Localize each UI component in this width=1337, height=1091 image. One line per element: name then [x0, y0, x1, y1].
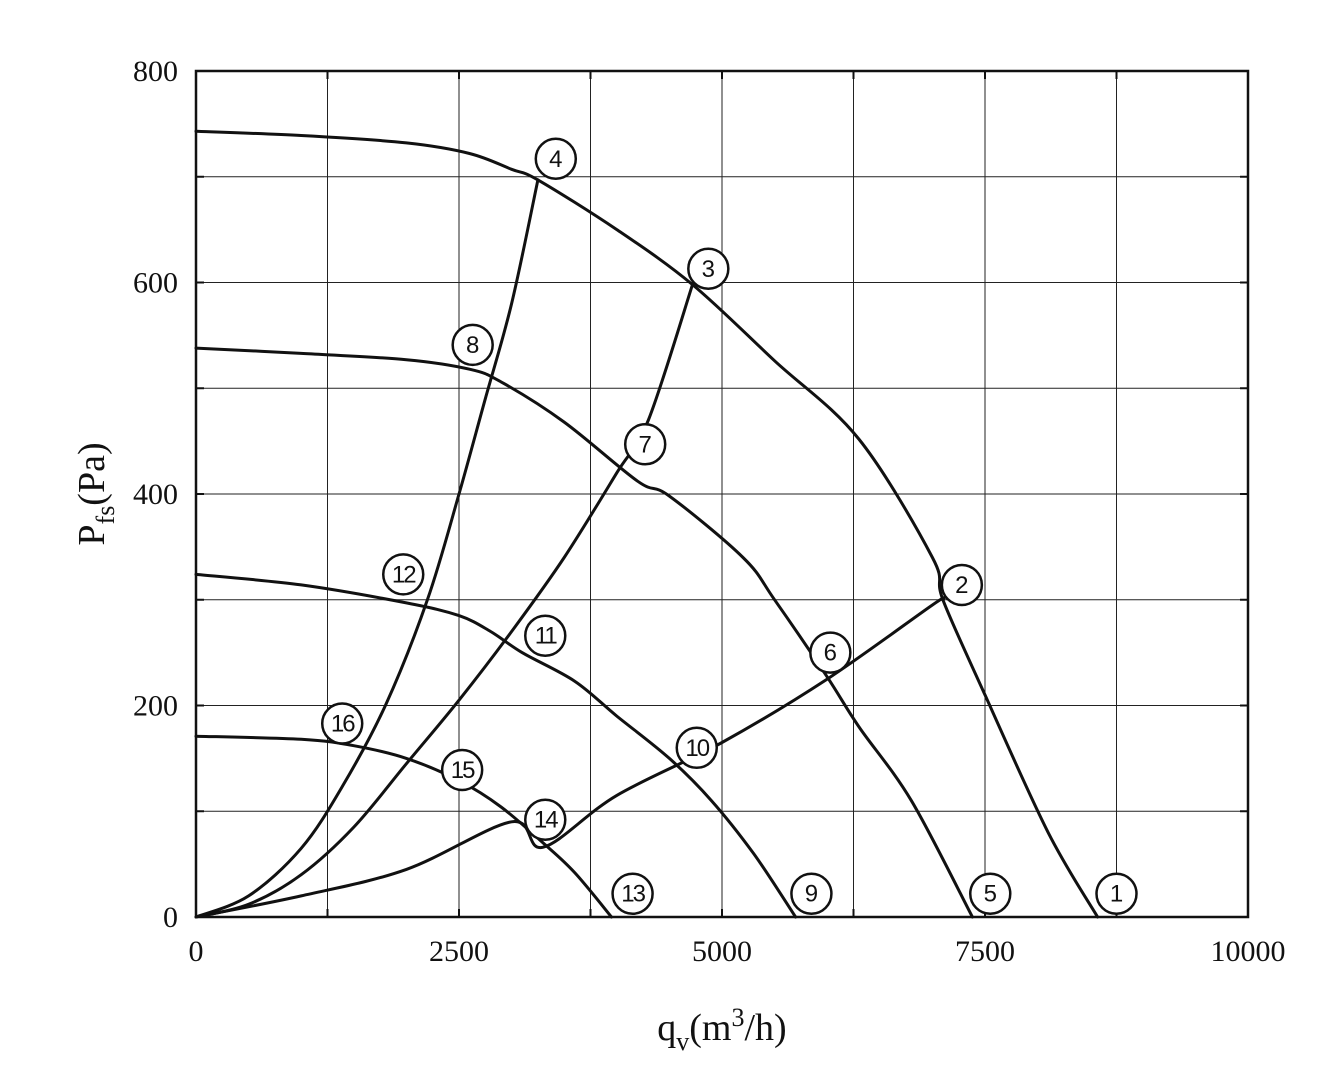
curves — [194, 129, 1100, 919]
marker-circle — [611, 872, 654, 915]
marker-label: 2 — [955, 572, 968, 599]
marker-label: 6 — [824, 640, 837, 667]
curve-1 — [194, 129, 1100, 919]
marker-7: 7 — [623, 423, 667, 466]
marker-3: 3 — [687, 247, 730, 291]
curve-5 — [194, 596, 946, 919]
marker-label: 12 — [392, 561, 416, 588]
y-tick-labels: 0 200 400 600 800 — [133, 55, 178, 934]
marker-11: 11 — [524, 614, 567, 657]
marker-circle — [623, 423, 667, 466]
marker-label: 3 — [702, 256, 715, 283]
marker-circle — [675, 726, 719, 770]
y-tick-label: 400 — [133, 478, 178, 511]
x-axis-title-sup: 3 — [732, 1003, 745, 1032]
marker-label: 14 — [534, 807, 558, 834]
marker-label: 10 — [685, 735, 709, 762]
y-axis-title-sub: fs — [91, 506, 120, 525]
x-tick-label: 7500 — [955, 935, 1015, 968]
marker-circle — [687, 247, 730, 291]
x-tick-label: 2500 — [429, 935, 489, 968]
x-tick-label: 0 — [189, 935, 204, 968]
curve-7 — [194, 178, 540, 919]
y-tick-label: 800 — [133, 55, 178, 88]
marker-label: 16 — [331, 710, 355, 737]
marker-1: 1 — [1095, 872, 1138, 915]
marker-circle — [1095, 872, 1138, 915]
marker-4: 4 — [534, 137, 578, 181]
x-axis-title-unit: (m — [689, 1007, 731, 1049]
curve-2 — [194, 346, 974, 919]
marker-circle — [524, 798, 567, 841]
x-tick-label: 5000 — [692, 935, 752, 968]
marker-label: 15 — [451, 757, 475, 784]
grid — [196, 71, 1248, 917]
marker-circle — [524, 614, 567, 657]
marker-circle — [320, 702, 364, 745]
marker-circle — [790, 872, 833, 915]
x-axis-title-sub: v — [676, 1027, 689, 1056]
marker-circle — [809, 631, 852, 674]
marker-circle — [440, 748, 484, 792]
marker-14: 14 — [524, 798, 567, 841]
x-axis-title-base: q — [657, 1007, 676, 1049]
y-axis-title-unit: (Pa) — [71, 442, 113, 505]
marker-label: 5 — [984, 881, 997, 908]
plot-frame — [194, 69, 1250, 919]
y-tick-label: 0 — [163, 901, 178, 934]
marker-circle — [534, 137, 578, 181]
marker-10: 10 — [675, 726, 719, 770]
marker-8: 8 — [451, 323, 494, 367]
y-tick-label: 600 — [133, 267, 178, 300]
marker-2: 2 — [940, 563, 984, 607]
marker-circle — [381, 553, 425, 596]
marker-15: 15 — [440, 748, 484, 792]
marker-12: 12 — [381, 553, 425, 596]
marker-6: 6 — [809, 631, 852, 674]
curve-3 — [194, 572, 798, 919]
marker-label: 7 — [639, 431, 652, 458]
marker-circle — [940, 563, 984, 607]
x-axis-title: qv(m3/h) — [657, 1003, 786, 1056]
curve-6 — [194, 283, 694, 919]
marker-13: 13 — [611, 872, 654, 915]
y-tick-label: 200 — [133, 690, 178, 723]
marker-label: 4 — [549, 146, 562, 173]
y-axis-title-base: P — [71, 524, 113, 545]
x-tick-labels: 0 2500 5000 7500 10000 — [189, 935, 1286, 968]
x-tick-label: 10000 — [1211, 935, 1286, 968]
marker-9: 9 — [790, 872, 833, 915]
marker-label: 11 — [535, 623, 558, 650]
x-axis-title-unit-end: /h) — [745, 1007, 787, 1049]
marker-label: 13 — [621, 881, 645, 908]
marker-5: 5 — [969, 872, 1012, 915]
marker-16: 16 — [320, 702, 364, 745]
marker-label: 9 — [805, 881, 818, 908]
marker-circle — [969, 872, 1012, 915]
marker-label: 1 — [1110, 881, 1123, 908]
marker-label: 8 — [466, 332, 479, 359]
marker-circle — [451, 323, 494, 367]
y-axis-title: Pfs(Pa) — [71, 442, 120, 545]
